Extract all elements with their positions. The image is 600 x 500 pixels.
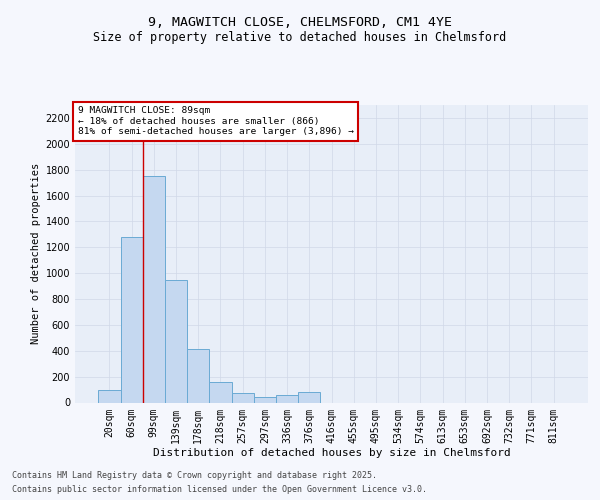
Text: Contains public sector information licensed under the Open Government Licence v3: Contains public sector information licen…	[12, 484, 427, 494]
Text: 9 MAGWITCH CLOSE: 89sqm
← 18% of detached houses are smaller (866)
81% of semi-d: 9 MAGWITCH CLOSE: 89sqm ← 18% of detache…	[77, 106, 353, 136]
Bar	[121, 237, 143, 402]
Y-axis label: Number of detached properties: Number of detached properties	[31, 163, 41, 344]
Text: Contains HM Land Registry data © Crown copyright and database right 2025.: Contains HM Land Registry data © Crown c…	[12, 472, 377, 480]
Text: 9, MAGWITCH CLOSE, CHELMSFORD, CM1 4YE: 9, MAGWITCH CLOSE, CHELMSFORD, CM1 4YE	[148, 16, 452, 29]
Bar	[298, 392, 320, 402]
Bar	[187, 349, 209, 403]
X-axis label: Distribution of detached houses by size in Chelmsford: Distribution of detached houses by size …	[152, 448, 511, 458]
Bar	[165, 280, 187, 402]
Bar	[254, 398, 276, 402]
Bar	[143, 176, 165, 402]
Bar	[209, 382, 232, 402]
Bar	[276, 396, 298, 402]
Bar	[232, 394, 254, 402]
Text: Size of property relative to detached houses in Chelmsford: Size of property relative to detached ho…	[94, 31, 506, 44]
Bar	[98, 390, 121, 402]
